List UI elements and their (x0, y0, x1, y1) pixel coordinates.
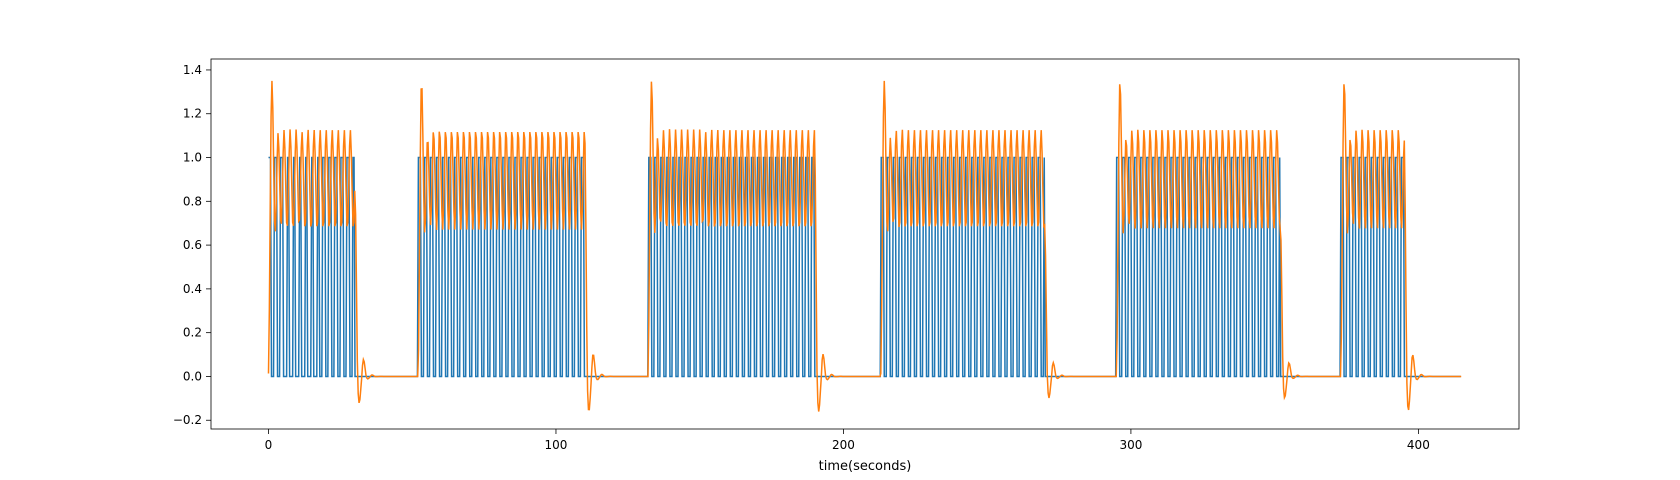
y-tick-label: 0.6 (183, 238, 202, 252)
x-tick-label: 400 (1407, 438, 1430, 452)
y-tick-label: 1.2 (183, 107, 202, 121)
plot-area (267, 80, 1462, 412)
x-tick-label: 300 (1119, 438, 1142, 452)
y-tick-label: 0.8 (183, 194, 202, 208)
x-tick-label: 100 (545, 438, 568, 452)
x-tick-label: 200 (832, 438, 855, 452)
x-tick-label: 0 (265, 438, 273, 452)
axes: 0 100 200 300 400 −0.2 0.0 0.2 0.4 0.6 0.8 1.0 1.2 1.… (173, 58, 1520, 452)
y-tick-label: 1.4 (183, 63, 202, 77)
x-axis-label: time(seconds) (819, 459, 912, 474)
y-tick-label: 0.4 (183, 282, 202, 296)
y-tick-label: −0.2 (173, 413, 202, 427)
axes-frame (210, 58, 1520, 430)
y-tick-label: 1.0 (183, 151, 202, 165)
y-tick-label: 0.0 (183, 369, 202, 383)
y-tick-label: 0.2 (183, 326, 202, 340)
series-line-response (267, 80, 1462, 412)
